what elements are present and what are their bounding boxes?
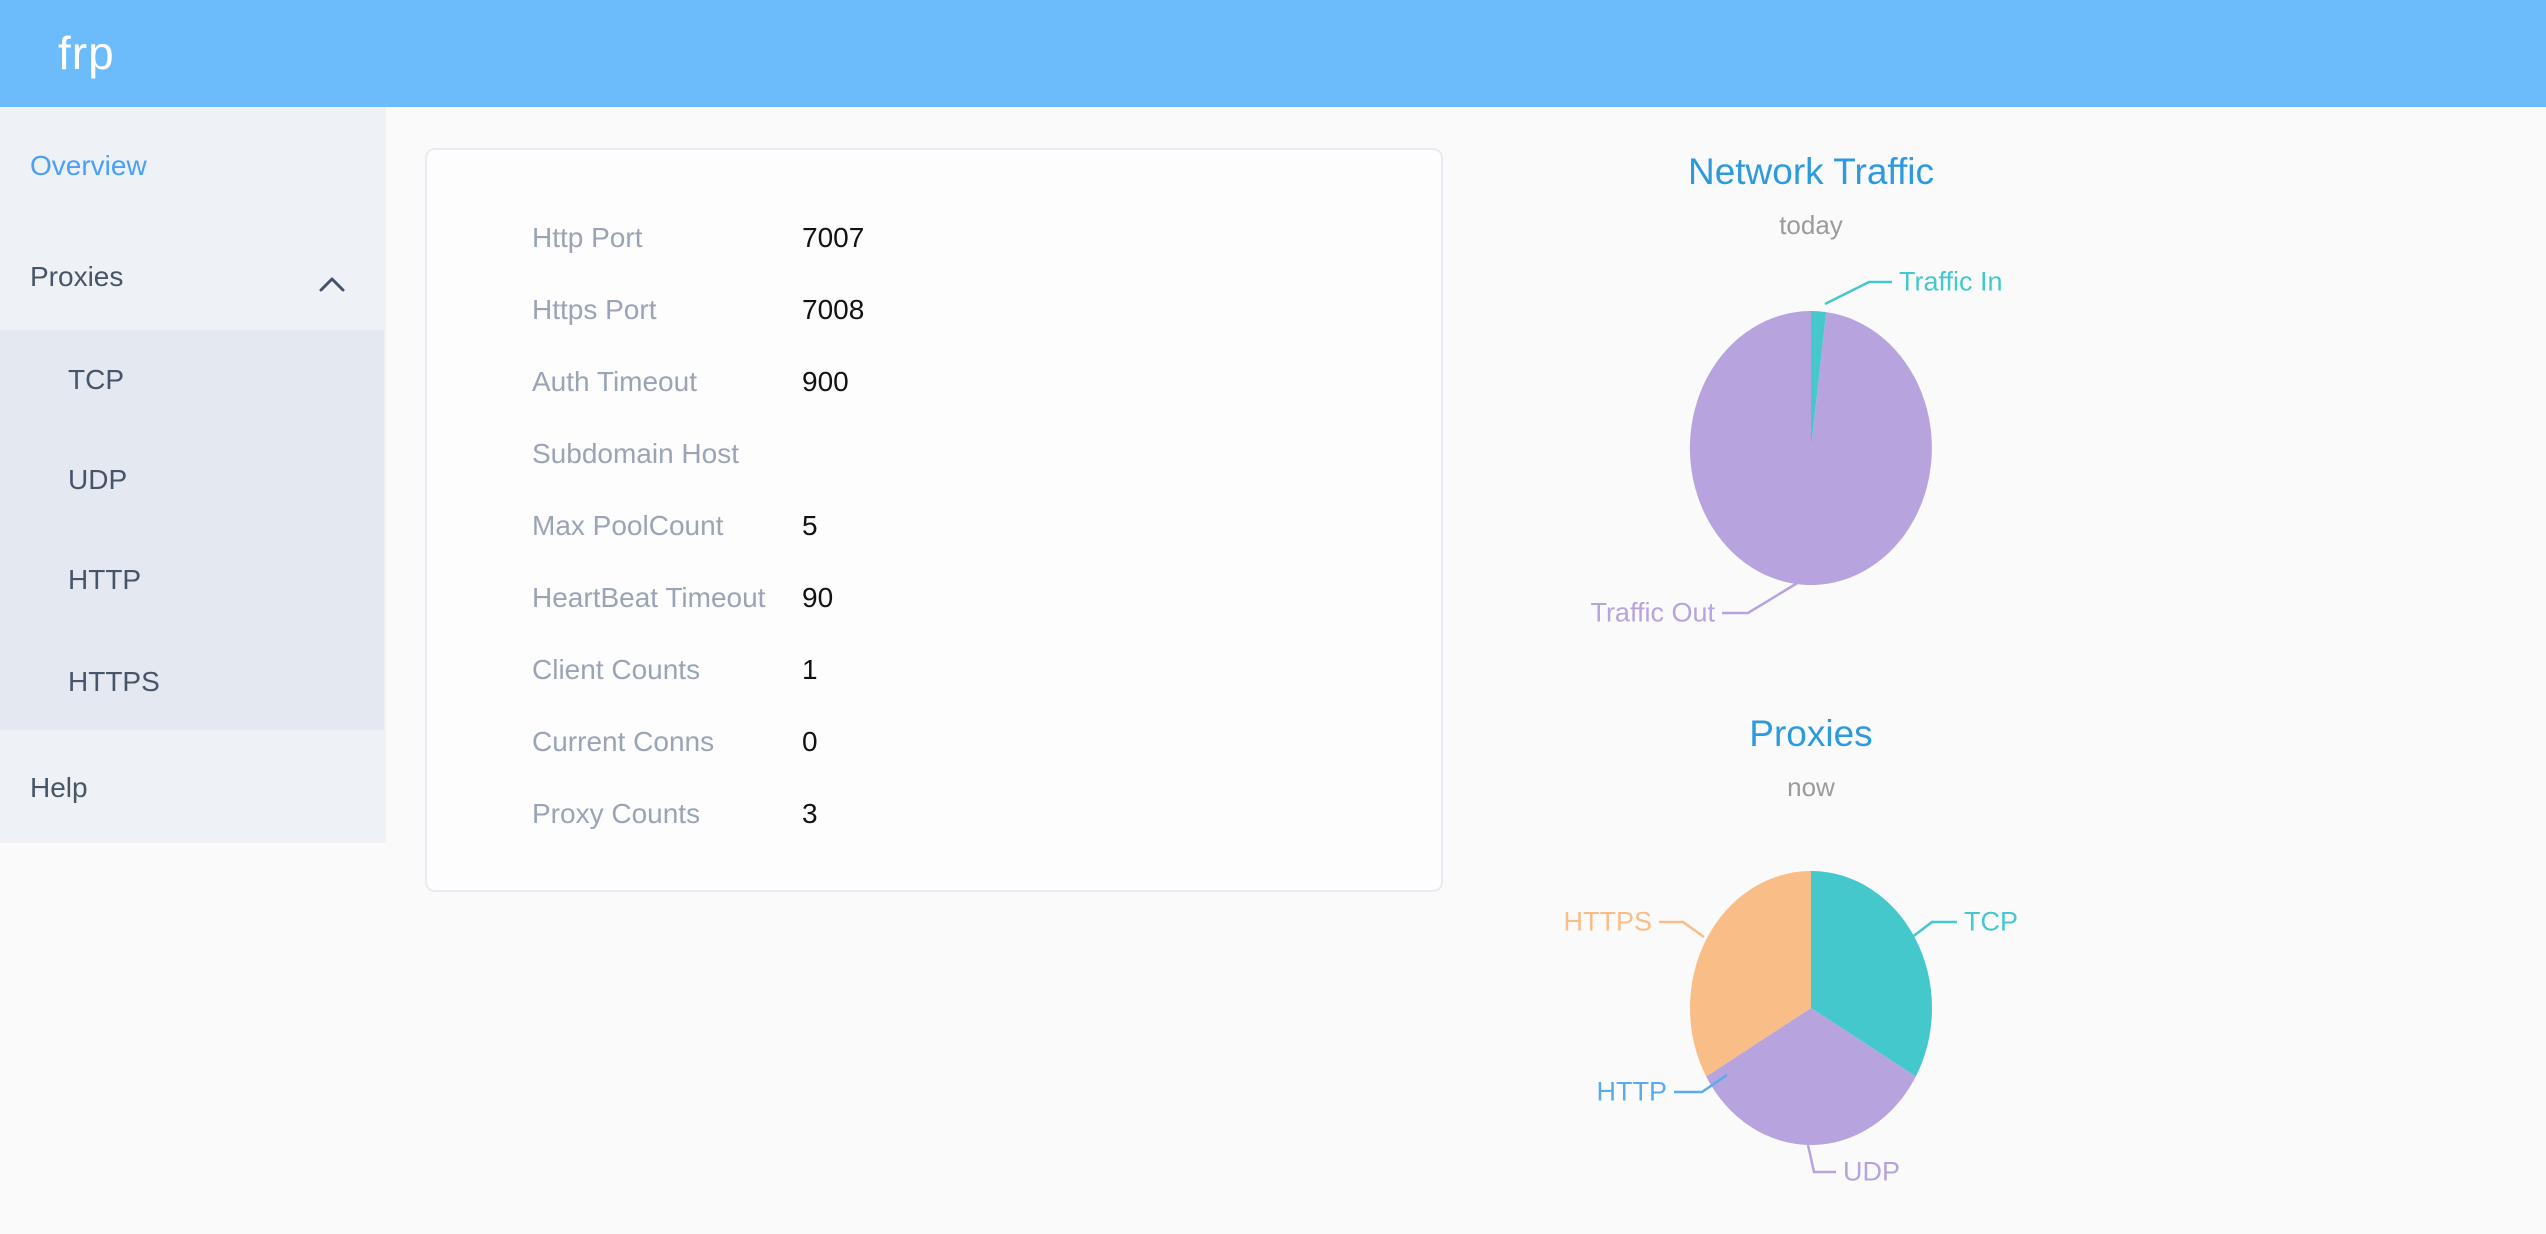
sidebar-item-tcp[interactable]: TCP <box>0 352 384 408</box>
info-row-label: Client Counts <box>532 654 701 685</box>
pie-label-tcp: TCP <box>1964 906 2018 937</box>
info-row-label: Auth Timeout <box>532 366 697 397</box>
info-row-label: Http Port <box>532 222 643 253</box>
pie-slice-traffic-out <box>1689 310 1932 585</box>
pie-leader-https <box>1659 920 1705 939</box>
info-row-value: 7008 <box>802 294 865 325</box>
info-row: Https Port 7008 <box>427 274 1441 346</box>
info-row-value: 7007 <box>802 222 865 253</box>
pie-slice-https <box>1689 871 1811 1077</box>
sidebar: Overview Proxies TCP UDP HTTP HTTPS <box>0 107 386 843</box>
pie-leader-traffic-out <box>1722 580 1800 615</box>
sidebar-submenu: TCP UDP HTTP HTTPS <box>0 330 384 730</box>
chart-subtitle: today <box>1779 210 1843 240</box>
server-info-rows: Http Port 7007 Https Port 7008 Auth Timeout 9… <box>427 150 1441 850</box>
chart-subtitle: now <box>1787 772 1835 802</box>
chart-title: Network Traffic <box>1687 151 1935 192</box>
server-info-card: Http Port 7007 Https Port 7008 Auth Timeout 9… <box>425 148 1443 892</box>
info-row: Subdomain Host <box>427 418 1441 490</box>
sidebar-item-label: UDP <box>68 464 128 495</box>
info-row-value: 900 <box>802 366 849 397</box>
info-row: Http Port 7007 <box>427 202 1441 274</box>
info-row: Client Counts 1 <box>427 634 1441 706</box>
info-row-label: Subdomain Host <box>532 438 740 469</box>
sidebar-item-https[interactable]: HTTPS <box>0 654 384 710</box>
sidebar-item-http[interactable]: HTTP <box>0 552 384 608</box>
sidebar-item-label: Proxies <box>30 261 124 292</box>
pie-slice-udp <box>1706 1008 1916 1146</box>
sidebar-item-label: Overview <box>30 150 147 181</box>
pie-label-traffic-out: Traffic Out <box>1590 597 1715 628</box>
pie-leader-udp <box>1806 1144 1836 1174</box>
info-row: Current Conns 0 <box>427 706 1441 778</box>
pie-slice-traffic-in <box>1811 311 1827 448</box>
sidebar-item-label: HTTP <box>68 564 142 595</box>
info-row: Auth Timeout 900 <box>427 346 1441 418</box>
info-row-label: Current Conns <box>532 726 715 757</box>
sidebar-item-overview[interactable]: Overview <box>0 138 386 194</box>
pie-label-traffic-in: Traffic In <box>1899 266 2003 297</box>
pie-label-http: HTTP <box>1596 1076 1668 1107</box>
pie-slice-tcp <box>1811 871 1933 1077</box>
info-row-value: 1 <box>802 654 818 685</box>
sidebar-item-help[interactable]: Help <box>0 760 386 816</box>
proxies-chart-header: Proxies now <box>1461 712 2161 802</box>
info-row: Proxy Counts 3 <box>427 778 1441 850</box>
info-row-value: 5 <box>802 510 818 541</box>
sidebar-item-label: HTTPS <box>68 666 160 697</box>
network-traffic-chart-header: Network Traffic today <box>1461 150 2161 240</box>
info-row-label: Max PoolCount <box>532 510 724 541</box>
pie-leader-traffic-in <box>1824 280 1892 306</box>
info-row-value: 0 <box>802 726 818 757</box>
pie-label-https: HTTPS <box>1563 906 1652 937</box>
app-logo: frp <box>58 27 115 79</box>
info-row-label: Https Port <box>532 294 657 325</box>
pie-leader-tcp <box>1910 920 1957 939</box>
chart-title: Proxies <box>1749 713 1873 754</box>
info-row: Max PoolCount 5 <box>427 490 1441 562</box>
sidebar-item-label: Help <box>30 772 88 803</box>
sidebar-item-udp[interactable]: UDP <box>0 452 384 508</box>
info-row-value: 3 <box>802 798 818 829</box>
chevron-up-icon[interactable] <box>318 268 346 292</box>
pie-leader-http <box>1674 1073 1728 1094</box>
sidebar-item-proxies[interactable]: Proxies <box>0 249 386 305</box>
pie-label-udp: UDP <box>1843 1156 1901 1187</box>
app-header: frp <box>0 0 2546 107</box>
sidebar-item-label: TCP <box>68 364 124 395</box>
info-row-label: Proxy Counts <box>532 798 701 829</box>
info-row: HeartBeat Timeout 90 <box>427 562 1441 634</box>
info-row-label: HeartBeat Timeout <box>532 582 766 613</box>
info-row-value: 90 <box>802 582 834 613</box>
